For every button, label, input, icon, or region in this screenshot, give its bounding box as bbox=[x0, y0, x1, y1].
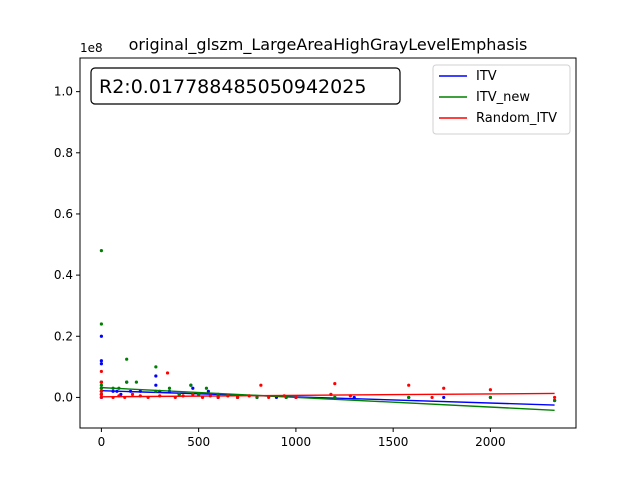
data-point bbox=[206, 389, 210, 393]
legend-box bbox=[432, 64, 571, 135]
y-tick-label: 0.0 bbox=[54, 390, 73, 404]
fit-line bbox=[101, 389, 555, 406]
x-tick-label: 0 bbox=[98, 435, 106, 449]
data-point bbox=[197, 392, 201, 396]
legend-label: Random_ITV bbox=[476, 111, 557, 126]
data-point bbox=[99, 392, 103, 396]
data-point bbox=[99, 389, 103, 393]
data-point bbox=[99, 249, 103, 253]
data-point bbox=[553, 398, 557, 403]
x-tick-label: 1000 bbox=[281, 435, 312, 449]
data-point bbox=[154, 374, 158, 378]
data-point bbox=[99, 383, 103, 387]
data-point bbox=[99, 380, 103, 384]
fit-line bbox=[101, 386, 555, 411]
data-point bbox=[333, 382, 337, 386]
data-point bbox=[407, 383, 411, 387]
data-point bbox=[134, 380, 139, 384]
data-point bbox=[99, 369, 103, 374]
x-tick-label: 1500 bbox=[378, 435, 409, 449]
data-point bbox=[165, 371, 170, 375]
data-point bbox=[125, 357, 129, 361]
data-point bbox=[488, 395, 493, 400]
data-point bbox=[267, 395, 271, 400]
data-point bbox=[154, 383, 158, 387]
y-tick-label: 0.8 bbox=[54, 146, 73, 160]
data-point bbox=[430, 395, 434, 400]
data-point bbox=[442, 386, 446, 390]
chart-title: original_glszm_LargeAreaHighGrayLevelEmp… bbox=[129, 35, 528, 55]
legend-label: ITV bbox=[476, 69, 497, 84]
data-point bbox=[407, 395, 411, 400]
data-point bbox=[177, 392, 181, 396]
legend: ITV ITV_new Random_ITV bbox=[432, 64, 571, 135]
data-point bbox=[333, 395, 337, 400]
data-point bbox=[294, 395, 298, 400]
data-point bbox=[553, 395, 557, 400]
data-point bbox=[167, 386, 172, 390]
data-point bbox=[99, 322, 103, 326]
y-tick-label: 0.2 bbox=[54, 329, 73, 343]
annotation-text: R2:0.017788485050942025 bbox=[99, 76, 366, 98]
data-point bbox=[235, 395, 240, 400]
data-point bbox=[99, 334, 103, 338]
data-point bbox=[488, 388, 493, 392]
data-point bbox=[189, 383, 193, 387]
annotation-box: R2:0.017788485050942025 bbox=[90, 67, 401, 105]
x-tick-label: 500 bbox=[187, 435, 210, 449]
axis-ticks: 0 500 1000 1500 2000 0.0 0.2 0.4 0.6 0.8 1.0 bbox=[54, 85, 506, 449]
data-point bbox=[125, 380, 129, 384]
y-tick-label: 0.4 bbox=[54, 268, 73, 282]
chart-marks bbox=[99, 93, 557, 411]
data-point bbox=[154, 365, 158, 369]
data-point bbox=[130, 392, 135, 396]
x-tick-label: 2000 bbox=[475, 435, 506, 449]
data-point bbox=[191, 392, 195, 396]
data-point bbox=[204, 386, 209, 390]
y-tick-label: 0.6 bbox=[54, 207, 73, 221]
data-point bbox=[255, 395, 259, 400]
data-point bbox=[259, 383, 263, 387]
y-multiplier-label: 1e8 bbox=[80, 41, 103, 55]
data-point bbox=[191, 386, 195, 390]
data-point bbox=[99, 362, 103, 366]
fit-line bbox=[101, 392, 555, 398]
series-random-itv bbox=[99, 369, 557, 400]
data-point bbox=[99, 359, 103, 363]
y-tick-label: 1.0 bbox=[54, 85, 73, 99]
legend-label: ITV_new bbox=[476, 90, 530, 105]
data-point bbox=[442, 395, 446, 400]
